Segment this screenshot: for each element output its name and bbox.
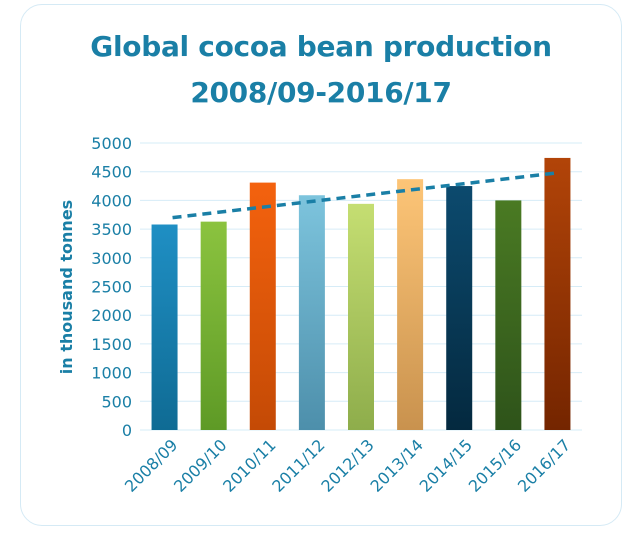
y-tick-label: 5000 — [91, 134, 132, 153]
x-axis-ticks: 2008/092009/102010/112011/122012/132013/… — [121, 435, 574, 495]
chart-title: Global cocoa bean production — [90, 30, 552, 63]
y-tick-label: 4000 — [91, 191, 132, 210]
y-tick-label: 3000 — [91, 249, 132, 268]
x-tick-label: 2011/12 — [268, 435, 328, 495]
x-tick-label: 2012/13 — [317, 435, 377, 495]
x-tick-label: 2009/10 — [170, 435, 230, 495]
x-tick-label: 2010/11 — [219, 435, 279, 495]
y-axis-ticks: 0 500 1000 1500 2000 2500 3000 3500 4000 4500 5000 — [91, 134, 132, 440]
bars — [151, 157, 571, 430]
x-tick-label: 2013/14 — [367, 435, 427, 495]
x-tick-label: 2015/16 — [465, 435, 525, 495]
bar-2012-13 — [348, 203, 374, 430]
bar-2014-15 — [446, 186, 473, 430]
y-tick-label: 500 — [101, 392, 132, 411]
trendline — [172, 171, 558, 220]
x-tick-label: 2008/09 — [121, 435, 181, 495]
y-tick-label: 2000 — [91, 306, 132, 325]
bar-2015-16 — [495, 200, 522, 430]
x-tick-label: 2014/15 — [416, 435, 476, 495]
bar-2016-17 — [544, 157, 571, 430]
bar-2010-11 — [249, 182, 276, 430]
y-tick-label: 1500 — [91, 335, 132, 354]
y-tick-label: 3500 — [91, 220, 132, 239]
bar-2013-14 — [397, 179, 424, 430]
bar-2011-12 — [298, 195, 325, 430]
bar-2009-10 — [200, 221, 227, 430]
y-tick-label: 1000 — [91, 364, 132, 383]
y-axis-label: in thousand tonnes — [57, 200, 76, 374]
chart-subtitle: 2008/09-2016/17 — [190, 76, 452, 109]
bar-2008-09 — [151, 224, 178, 430]
y-tick-label: 2500 — [91, 278, 132, 297]
y-tick-label: 0 — [122, 421, 132, 440]
y-tick-label: 4500 — [91, 163, 132, 182]
x-tick-label: 2016/17 — [514, 435, 574, 495]
